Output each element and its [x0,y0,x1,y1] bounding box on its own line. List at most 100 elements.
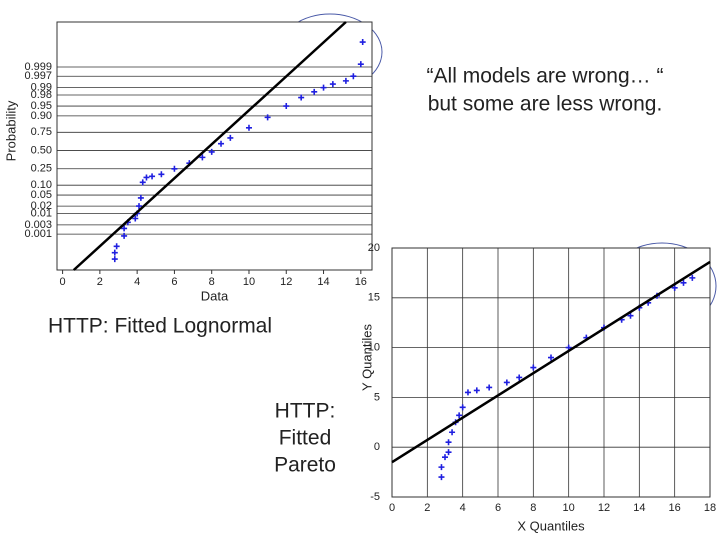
data-point [530,364,537,371]
x-tick-label: 8 [209,276,215,288]
data-point [245,124,252,131]
x-tick-label: 2 [97,276,103,288]
y-tick-label: 0.75 [31,126,52,138]
x-tick-label: 16 [355,276,367,288]
data-point [503,379,510,386]
chart-title: HTTP: Fitted Lognormal [48,315,272,338]
data-point [136,203,143,210]
data-point [149,173,156,180]
y-axis-label: Probability [3,100,18,161]
x-tick-label: 14 [317,276,329,288]
y-tick-label: 0.05 [31,189,52,201]
data-point [359,39,366,46]
data-point [445,439,452,446]
y-tick-label: 20 [368,242,380,254]
y-tick-label: 5 [374,391,380,403]
data-point [438,464,445,471]
data-point [113,243,120,250]
y-tick-label: 0.25 [31,163,52,175]
data-point [132,215,139,222]
y-tick-label: 0 [374,441,380,453]
fit-line [391,260,711,464]
data-point [459,404,466,411]
fit-line [72,21,347,271]
data-point [208,148,215,155]
data-point [627,312,634,319]
y-tick-label: 0.98 [31,89,52,101]
data-point [158,171,165,178]
x-axis-label: Data [201,288,229,303]
data-point [357,61,364,68]
data-point [342,77,349,84]
data-point [486,384,493,391]
y-tick-label: 0.003 [24,219,52,231]
y-tick-label: 0.99 [31,82,52,94]
x-tick-label: 8 [530,502,536,514]
x-tick-label: 18 [704,502,716,514]
data-point [473,387,480,394]
x-tick-label: 0 [60,276,66,288]
y-tick-label: 10 [368,342,380,354]
data-point [264,114,271,121]
data-point [298,94,305,101]
x-tick-label: 6 [171,276,177,288]
data-point [283,103,290,110]
y-tick-label: 0.10 [31,179,52,191]
annotation-bg [405,91,685,119]
data-point [218,140,225,147]
data-point [438,474,445,481]
y-tick-label: 0.90 [31,110,52,122]
x-tick-label: 12 [280,276,292,288]
data-point [329,81,336,88]
x-tick-label: 10 [243,276,255,288]
y-tick-label: 0.01 [31,207,52,219]
data-point [111,256,118,263]
chart-title: Fitted [279,427,332,450]
y-tick-label: -5 [370,491,380,503]
x-tick-label: 4 [134,276,140,288]
data-point [350,73,357,80]
data-point [548,354,554,361]
plot-area [56,21,373,271]
data-point [680,279,687,286]
y-tick-label: 0.997 [24,70,52,82]
data-point [671,284,678,291]
x-tick-label: 14 [633,502,645,514]
chart-title: HTTP: [275,400,336,423]
data-point [111,249,118,256]
data-point [449,429,456,436]
annotation: but some are less wrong. [428,93,663,116]
data-point [311,88,318,95]
x-tick-label: 16 [669,502,681,514]
x-tick-label: 4 [460,502,466,514]
data-point [121,225,128,232]
x-axis-label: X Quantiles [517,518,585,533]
data-point [199,154,206,161]
data-point [137,194,144,201]
chart-title: Pareto [274,454,336,477]
x-tick-label: 12 [598,502,610,514]
data-point [143,174,150,181]
data-point [456,412,463,419]
data-point [227,134,234,141]
y-tick-label: 15 [368,292,380,304]
data-point [139,179,146,186]
y-tick-label: 0.95 [31,100,52,112]
x-tick-label: 6 [495,502,501,514]
data-point [171,165,178,172]
x-tick-label: 2 [424,502,430,514]
x-tick-label: 10 [563,502,575,514]
data-point [121,232,128,239]
y-tick-label: 0.50 [31,144,52,156]
plot-area [391,247,711,498]
y-tick-label: 0.999 [24,61,52,73]
annotation-bg [405,63,685,91]
y-tick-label: 0.02 [31,200,52,212]
data-point [689,274,696,281]
x-tick-label: 0 [389,502,395,514]
y-tick-label: 0.001 [24,228,52,240]
annotation: “All models are wrong… “ [427,65,664,88]
data-point [320,84,327,91]
data-point [442,454,448,461]
